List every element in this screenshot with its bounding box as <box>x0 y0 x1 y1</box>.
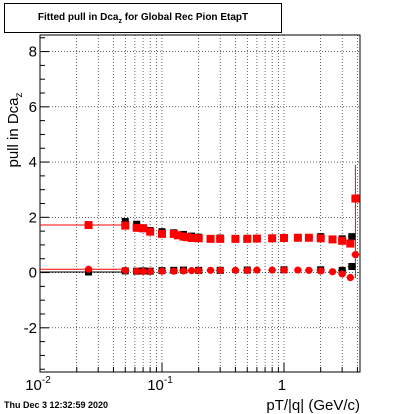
series-2-point <box>146 227 155 236</box>
series-3-point <box>216 266 224 274</box>
timestamp: Thu Dec 3 12:32:59 2020 <box>4 400 109 410</box>
series-3-point <box>139 267 147 276</box>
series-3-point <box>243 266 251 274</box>
series-2-point <box>84 221 93 230</box>
series-0-point <box>121 217 129 225</box>
series-2-point <box>132 223 141 232</box>
series-2-point <box>351 194 360 203</box>
series-2-point <box>157 229 166 238</box>
series-2-point <box>121 221 130 230</box>
series-2-point <box>252 234 261 243</box>
series-2-point <box>206 234 215 243</box>
series-3-point <box>121 266 129 274</box>
chart-title: Fitted pull in Dcaz for Global Rec Pion … <box>4 3 282 33</box>
series-lines <box>40 164 356 279</box>
series-2-point <box>304 233 313 242</box>
series-2-point <box>328 235 337 244</box>
series-3-point <box>231 266 240 274</box>
y-axis-label: pull in Dcaz <box>5 92 25 167</box>
x-tick-exponent: -2 <box>42 375 51 386</box>
series-2-point <box>346 239 355 248</box>
series-2-point <box>231 234 240 243</box>
series-3-point <box>328 268 337 276</box>
x-tick-label: 10-1 <box>147 375 173 394</box>
series-3-point <box>317 267 325 275</box>
series-2-point <box>243 234 252 243</box>
series-3-point <box>179 267 188 275</box>
series-3-point <box>206 266 215 274</box>
series-3-point <box>133 267 141 275</box>
series-3-point <box>280 266 288 274</box>
series-1-point <box>348 262 356 270</box>
series-3-point <box>188 267 196 275</box>
y-tick-label: 4 <box>29 154 37 171</box>
series-2-point <box>316 234 325 243</box>
series-2-point <box>216 234 225 243</box>
series-2-point <box>139 224 148 233</box>
y-tick-label: 2 <box>29 209 37 226</box>
series-2-point <box>182 233 191 242</box>
x-tick-label: 10-2 <box>25 375 51 394</box>
series-2-point <box>194 234 203 243</box>
series-2-point <box>338 236 347 245</box>
x-tick-label: 1 <box>278 377 286 394</box>
y-tick-label: 0 <box>29 265 37 282</box>
series-2-point <box>279 234 288 243</box>
series-3-point <box>146 267 154 276</box>
series-3-point <box>346 273 354 282</box>
series-0-point <box>348 233 356 241</box>
ticks-layer <box>39 37 358 372</box>
series-3-point <box>268 266 276 274</box>
series-3-point <box>195 267 203 275</box>
series-3-point <box>253 266 261 274</box>
series-2-point <box>187 234 196 243</box>
series-3-point <box>158 267 166 275</box>
data-marks <box>84 194 360 282</box>
series-2-point <box>169 229 178 238</box>
plot-frame <box>39 34 361 373</box>
series-3-point <box>305 266 313 274</box>
series-3-point <box>294 266 302 274</box>
series-3-point <box>170 267 178 275</box>
y-tick-label: -2 <box>24 320 37 337</box>
series-2-point <box>293 233 302 242</box>
grid-layer <box>39 35 360 372</box>
y-tick-label: 8 <box>29 44 37 61</box>
series-3-point <box>84 265 93 273</box>
x-axis-label: pT/|q| (GeV/c) <box>266 397 360 414</box>
y-tick-label: 6 <box>29 99 37 116</box>
series-3-point <box>351 251 359 259</box>
series-3-point <box>338 270 346 278</box>
series-2-point <box>173 231 182 240</box>
x-tick-exponent: -1 <box>164 375 173 386</box>
series-2-point <box>268 234 277 243</box>
